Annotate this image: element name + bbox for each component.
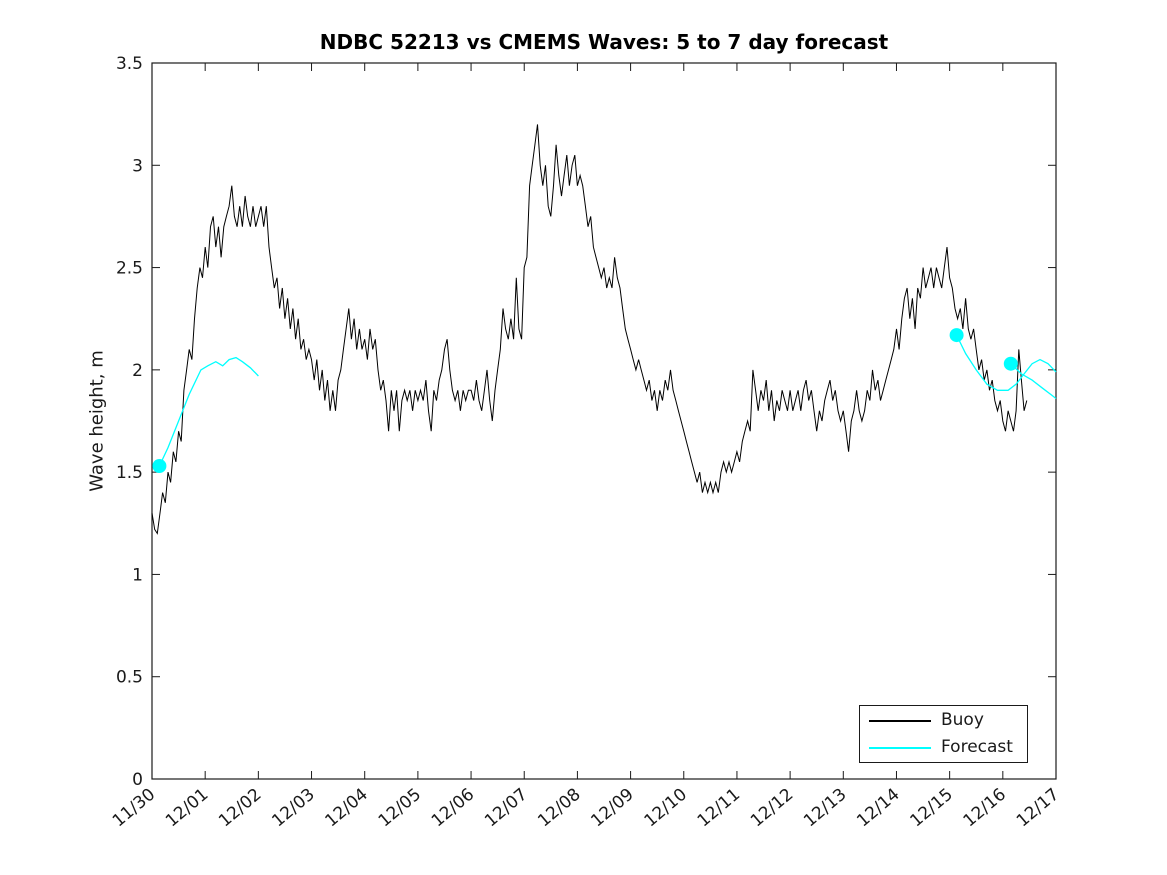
forecast-start-marker [152,459,167,473]
y-tick-label: 0.5 [116,668,143,688]
x-tick-label: 12/07 [481,785,531,832]
x-tick-label: 12/15 [906,785,956,832]
y-tick-label: 2.5 [116,259,143,279]
legend: Buoy Forecast [859,705,1028,763]
x-tick-label: 12/09 [587,785,637,832]
legend-item-forecast: Forecast [860,735,1027,760]
forecast-line [956,334,1057,391]
x-tick-label: 11/30 [109,785,159,832]
axis-box [151,62,1057,780]
forecast-line [1010,363,1057,400]
y-tick-label: 3.5 [116,54,143,74]
x-tick-label: 12/10 [641,785,691,832]
x-tick-label: 12/08 [534,785,584,832]
y-tick-label: 1 [132,565,143,585]
forecast-start-marker [1003,356,1018,371]
x-tick-label: 12/06 [428,785,478,832]
y-tick-label: 2 [132,361,143,381]
buoy-line-sample [869,719,931,722]
x-tick-label: 12/05 [375,785,425,832]
legend-label-forecast: Forecast [941,737,1013,757]
buoy-line [151,124,1028,535]
x-tick-label: 12/04 [322,785,372,832]
x-tick-label: 12/03 [268,785,318,832]
y-tick-label: 3 [132,156,143,176]
x-tick-label: 12/12 [747,785,797,832]
chart-title: NDBC 52213 vs CMEMS Waves: 5 to 7 day fo… [319,30,889,54]
forecast-start-marker [949,328,964,343]
x-tick-label: 12/02 [215,785,265,832]
forecast-line-sample [869,746,931,749]
x-tick-label: 12/16 [960,785,1010,832]
legend-label-buoy: Buoy [941,710,984,730]
x-tick-label: 12/14 [853,785,903,832]
forecast-line [158,356,259,467]
y-tick-label: 0 [132,770,143,790]
x-tick-label: 12/17 [1013,785,1063,832]
x-tick-label: 12/13 [800,785,850,832]
legend-item-buoy: Buoy [860,708,1027,733]
x-tick-label: 12/01 [162,785,212,832]
x-tick-label: 12/11 [694,785,744,832]
y-tick-label: 1.5 [116,463,143,483]
